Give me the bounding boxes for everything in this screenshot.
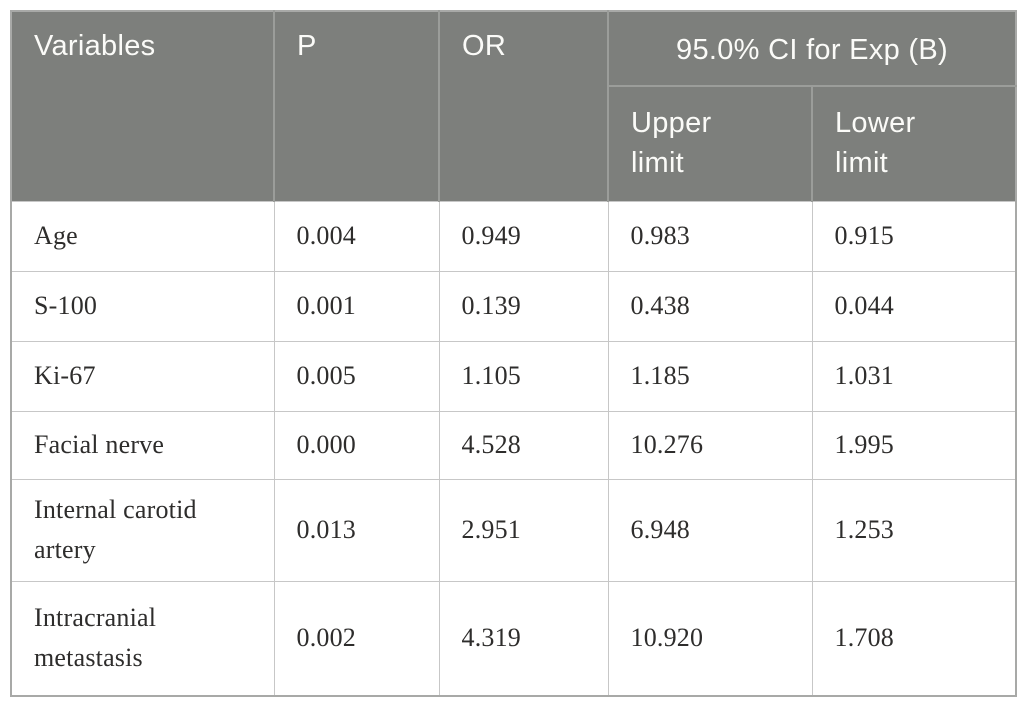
cell-upper-limit: 6.948 bbox=[607, 478, 813, 582]
cell-or: 4.319 bbox=[438, 580, 609, 697]
cell-p: 0.002 bbox=[273, 580, 440, 697]
cell-variable: S-100 bbox=[10, 270, 275, 342]
cell-lower-limit: 1.253 bbox=[811, 478, 1017, 582]
cell-variable: Internal carotid artery bbox=[10, 478, 275, 582]
table-body: Age 0.004 0.949 0.983 0.915 S-100 0.001 … bbox=[10, 200, 1017, 697]
cell-variable: Age bbox=[10, 200, 275, 272]
cell-or: 0.139 bbox=[438, 270, 609, 342]
cell-upper-limit: 10.276 bbox=[607, 410, 813, 480]
cell-lower-limit: 0.044 bbox=[811, 270, 1017, 342]
table-row: Internal carotid artery 0.013 2.951 6.94… bbox=[10, 478, 1017, 582]
table-row: S-100 0.001 0.139 0.438 0.044 bbox=[10, 270, 1017, 342]
cell-or: 4.528 bbox=[438, 410, 609, 480]
cell-or: 2.951 bbox=[438, 478, 609, 582]
cell-or: 0.949 bbox=[438, 200, 609, 272]
cell-lower-limit: 0.915 bbox=[811, 200, 1017, 272]
column-header-variables: Variables bbox=[11, 11, 274, 201]
cell-lower-limit: 1.708 bbox=[811, 580, 1017, 697]
column-header-upper-limit: Upper limit bbox=[607, 86, 812, 201]
column-header-or: OR bbox=[438, 11, 608, 201]
column-header-p: P bbox=[273, 11, 439, 201]
cell-variable: Facial nerve bbox=[10, 410, 275, 480]
table-header: Variables P OR 95.0% CI for Exp (B) Uppe… bbox=[11, 11, 1016, 201]
cell-lower-limit: 1.995 bbox=[811, 410, 1017, 480]
table-row: Age 0.004 0.949 0.983 0.915 bbox=[10, 200, 1017, 272]
cell-lower-limit: 1.031 bbox=[811, 340, 1017, 412]
header-row-top: Variables P OR 95.0% CI for Exp (B) bbox=[11, 11, 1016, 201]
cell-or: 1.105 bbox=[438, 340, 609, 412]
cell-upper-limit: 1.185 bbox=[607, 340, 813, 412]
column-header-ci-group: 95.0% CI for Exp (B) bbox=[607, 11, 1016, 87]
cell-p: 0.000 bbox=[273, 410, 440, 480]
cell-p: 0.013 bbox=[273, 478, 440, 582]
cell-upper-limit: 10.920 bbox=[607, 580, 813, 697]
cell-upper-limit: 0.438 bbox=[607, 270, 813, 342]
cell-p: 0.001 bbox=[273, 270, 440, 342]
header-row-sub: Upper limit Lower limit bbox=[11, 86, 1016, 201]
cell-p: 0.004 bbox=[273, 200, 440, 272]
table-row: Intracranial metastasis 0.002 4.319 10.9… bbox=[10, 580, 1017, 697]
cell-variable: Ki-67 bbox=[10, 340, 275, 412]
cell-upper-limit: 0.983 bbox=[607, 200, 813, 272]
table-row: Ki-67 0.005 1.105 1.185 1.031 bbox=[10, 340, 1017, 412]
cell-variable: Intracranial metastasis bbox=[10, 580, 275, 697]
table-row: Facial nerve 0.000 4.528 10.276 1.995 bbox=[10, 410, 1017, 480]
cell-p: 0.005 bbox=[273, 340, 440, 412]
regression-results-table: Variables P OR 95.0% CI for Exp (B) Uppe… bbox=[10, 10, 1017, 697]
column-header-lower-limit: Lower limit bbox=[811, 86, 1016, 201]
